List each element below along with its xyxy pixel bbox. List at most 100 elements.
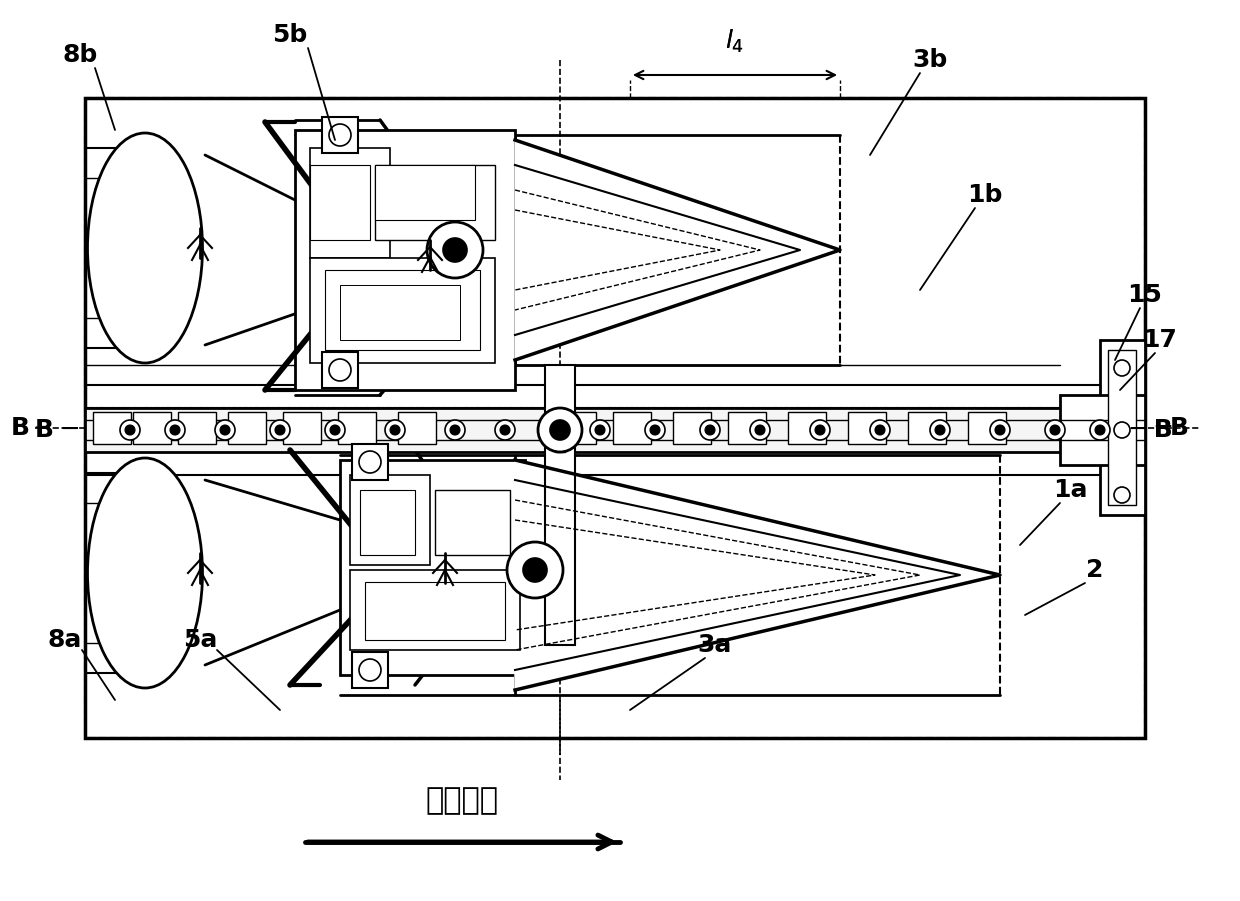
Circle shape [275, 425, 285, 435]
Bar [613, 412, 651, 444]
Circle shape [219, 425, 229, 435]
Bar [228, 412, 267, 444]
Ellipse shape [88, 133, 202, 363]
Bar [546, 365, 575, 645]
Bar [322, 117, 358, 153]
Circle shape [450, 425, 460, 435]
Circle shape [1045, 420, 1065, 440]
Ellipse shape [88, 458, 202, 688]
Circle shape [1050, 425, 1060, 435]
Bar [365, 582, 505, 640]
Text: 8b: 8b [62, 43, 98, 67]
Bar [310, 165, 370, 240]
Circle shape [755, 425, 765, 435]
Bar [352, 652, 388, 688]
Bar [435, 490, 510, 555]
Bar [1100, 340, 1145, 515]
Text: B: B [11, 416, 30, 440]
Bar [340, 285, 460, 340]
Bar [728, 412, 766, 444]
Circle shape [445, 420, 465, 440]
Circle shape [507, 542, 563, 598]
Text: 17: 17 [1142, 328, 1178, 352]
Circle shape [595, 425, 605, 435]
Text: 5b: 5b [273, 23, 308, 47]
Circle shape [1090, 420, 1110, 440]
Bar [325, 270, 480, 350]
Circle shape [215, 420, 236, 440]
Text: 2: 2 [1086, 558, 1104, 582]
Circle shape [1114, 487, 1130, 503]
Bar [1109, 350, 1136, 505]
Bar [360, 490, 415, 555]
Text: 1a: 1a [1053, 478, 1087, 502]
Circle shape [495, 420, 515, 440]
Circle shape [384, 420, 405, 440]
Bar [295, 130, 515, 390]
Circle shape [391, 425, 401, 435]
Bar [86, 408, 1145, 738]
Bar [133, 412, 171, 444]
Circle shape [935, 425, 945, 435]
Circle shape [360, 451, 381, 473]
Circle shape [875, 425, 885, 435]
Circle shape [551, 420, 570, 440]
Circle shape [1114, 422, 1130, 438]
Circle shape [650, 425, 660, 435]
Text: 15: 15 [1127, 283, 1162, 307]
Bar [86, 98, 1145, 408]
Text: B ─: B ─ [35, 418, 78, 442]
Bar [787, 412, 826, 444]
Circle shape [590, 420, 610, 440]
Circle shape [427, 222, 484, 278]
Circle shape [870, 420, 890, 440]
Bar [374, 165, 475, 220]
Text: ─: ─ [35, 418, 47, 438]
Bar [1060, 395, 1145, 465]
Circle shape [706, 425, 715, 435]
Bar [374, 165, 495, 240]
Text: 3a: 3a [698, 633, 732, 657]
Circle shape [994, 425, 1004, 435]
Bar [310, 148, 391, 258]
Circle shape [165, 420, 185, 440]
Bar [556, 408, 565, 452]
Bar [339, 412, 376, 444]
Polygon shape [515, 140, 839, 360]
Circle shape [538, 408, 582, 452]
Bar [673, 412, 711, 444]
Circle shape [330, 425, 340, 435]
Circle shape [645, 420, 665, 440]
Circle shape [930, 420, 950, 440]
Polygon shape [515, 460, 999, 690]
Bar [558, 412, 596, 444]
Bar [86, 408, 1145, 452]
Circle shape [815, 425, 825, 435]
Text: 5a: 5a [182, 628, 217, 652]
Circle shape [360, 659, 381, 681]
Circle shape [750, 420, 770, 440]
Text: ─ B: ─ B [1130, 418, 1173, 442]
Text: 8a: 8a [48, 628, 82, 652]
Circle shape [170, 425, 180, 435]
Text: ─B: ─B [1154, 416, 1189, 440]
Circle shape [1114, 360, 1130, 376]
Circle shape [523, 558, 547, 582]
Text: $l_4$: $l_4$ [725, 28, 744, 55]
Text: 1b: 1b [967, 183, 1003, 207]
Text: 前进方向: 前进方向 [425, 786, 498, 815]
Circle shape [325, 420, 345, 440]
Circle shape [329, 124, 351, 146]
Bar [322, 352, 358, 388]
Bar [340, 460, 525, 675]
Bar [848, 412, 887, 444]
Circle shape [443, 238, 467, 262]
Bar [908, 412, 946, 444]
Bar [968, 412, 1006, 444]
Circle shape [270, 420, 290, 440]
Circle shape [701, 420, 720, 440]
Bar [398, 412, 436, 444]
Circle shape [329, 359, 351, 381]
Bar [283, 412, 321, 444]
Circle shape [120, 420, 140, 440]
